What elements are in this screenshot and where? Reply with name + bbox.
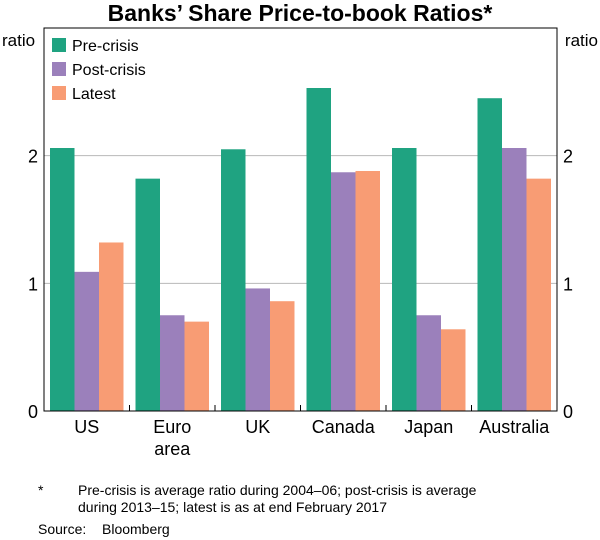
bar-pre-crisis (477, 98, 502, 411)
x-tick-label: Euro (153, 417, 191, 437)
y-tick-right: 2 (563, 147, 573, 167)
bar-post-crisis (502, 148, 527, 412)
bar-pre-crisis (306, 88, 331, 412)
y-axis-label-right: ratio (565, 31, 598, 50)
y-tick-left: 2 (28, 147, 38, 167)
bar-latest (355, 170, 380, 411)
footnote-star: * (38, 482, 44, 498)
bar-latest (99, 242, 124, 411)
bar-pre-crisis (135, 178, 160, 411)
source-label: Source: (38, 521, 87, 537)
chart-title: Banks’ Share Price-to-book Ratios* (107, 0, 493, 26)
y-tick-right: 0 (563, 402, 573, 422)
legend-swatch (52, 62, 66, 76)
bar-latest (184, 321, 209, 411)
y-tick-left: 0 (28, 402, 38, 422)
bar-post-crisis (416, 315, 441, 411)
legend-label: Latest (72, 86, 116, 103)
footnote-line-1: Pre-crisis is average ratio during 2004–… (78, 482, 477, 498)
source-value: Bloomberg (102, 521, 170, 537)
legend-swatch (52, 38, 66, 52)
bar-post-crisis (160, 315, 185, 411)
x-tick-label: US (74, 417, 99, 437)
x-tick-label: Canada (312, 417, 376, 437)
bar-post-crisis (74, 271, 99, 411)
bar-post-crisis (245, 288, 270, 411)
bar-pre-crisis (392, 148, 417, 412)
bar-latest (526, 178, 551, 411)
footnote-line-2: during 2013–15; latest is as at end Febr… (78, 499, 387, 515)
bar-latest (441, 329, 466, 411)
x-tick-label: UK (245, 417, 270, 437)
bar-pre-crisis (50, 148, 75, 412)
y-tick-left: 1 (28, 274, 38, 294)
y-tick-right: 1 (563, 274, 573, 294)
x-tick-label: Japan (404, 417, 453, 437)
legend-label: Pre-crisis (72, 38, 139, 55)
x-tick-label: Australia (479, 417, 550, 437)
bar-pre-crisis (221, 149, 246, 412)
legend-label: Post-crisis (72, 62, 146, 79)
legend-swatch (52, 86, 66, 100)
bar-latest (270, 301, 295, 411)
y-axis-label-left: ratio (2, 31, 35, 50)
plot-frame (43, 27, 558, 412)
x-tick-label: area (154, 439, 191, 459)
bar-post-crisis (331, 172, 356, 411)
